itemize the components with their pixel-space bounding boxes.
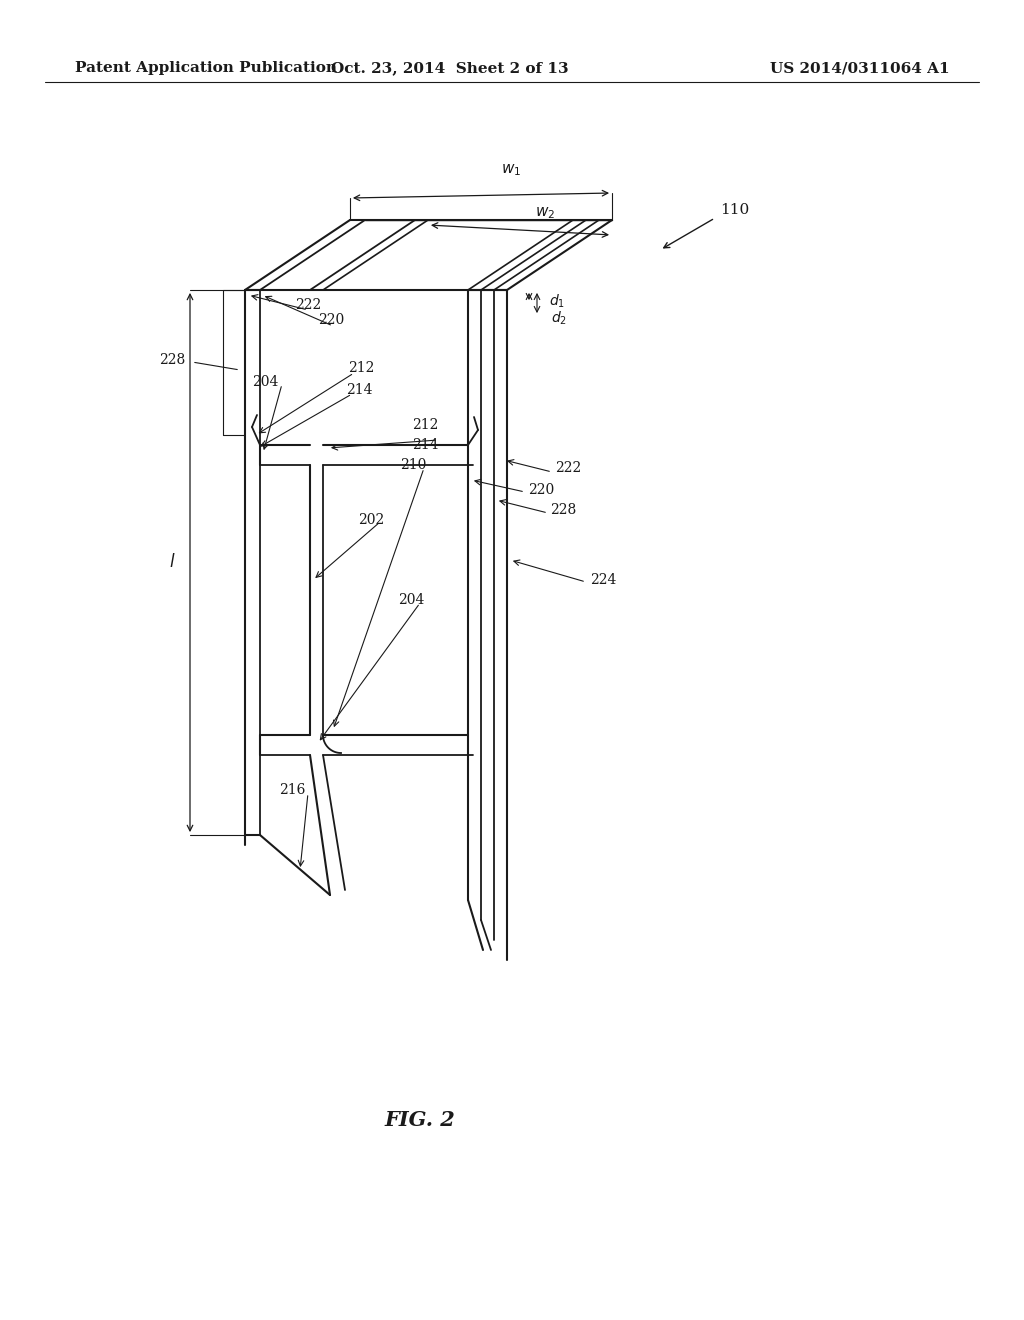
Text: US 2014/0311064 A1: US 2014/0311064 A1 — [770, 61, 950, 75]
Text: $l$: $l$ — [169, 553, 175, 572]
Text: 220: 220 — [528, 483, 554, 498]
Text: 202: 202 — [358, 513, 384, 527]
Text: 210: 210 — [400, 458, 426, 473]
Text: 216: 216 — [279, 783, 305, 797]
Text: 224: 224 — [590, 573, 616, 587]
Text: 222: 222 — [295, 298, 322, 312]
Text: 222: 222 — [555, 461, 582, 475]
Text: $d_2$: $d_2$ — [551, 309, 567, 327]
Text: 220: 220 — [318, 313, 344, 327]
Text: 204: 204 — [252, 375, 278, 389]
Text: 204: 204 — [398, 593, 424, 607]
Text: 212: 212 — [412, 418, 438, 432]
Text: $d_1$: $d_1$ — [549, 292, 565, 310]
Text: FIG. 2: FIG. 2 — [385, 1110, 456, 1130]
Text: 212: 212 — [348, 360, 375, 375]
Text: 110: 110 — [720, 203, 750, 216]
Text: 228: 228 — [550, 503, 577, 517]
Text: 228: 228 — [159, 352, 185, 367]
Text: Oct. 23, 2014  Sheet 2 of 13: Oct. 23, 2014 Sheet 2 of 13 — [331, 61, 568, 75]
Text: $w_1$: $w_1$ — [501, 162, 521, 178]
Text: $w_2$: $w_2$ — [535, 205, 555, 220]
Text: Patent Application Publication: Patent Application Publication — [75, 61, 337, 75]
Text: 214: 214 — [346, 383, 373, 397]
Text: 214: 214 — [412, 438, 438, 451]
